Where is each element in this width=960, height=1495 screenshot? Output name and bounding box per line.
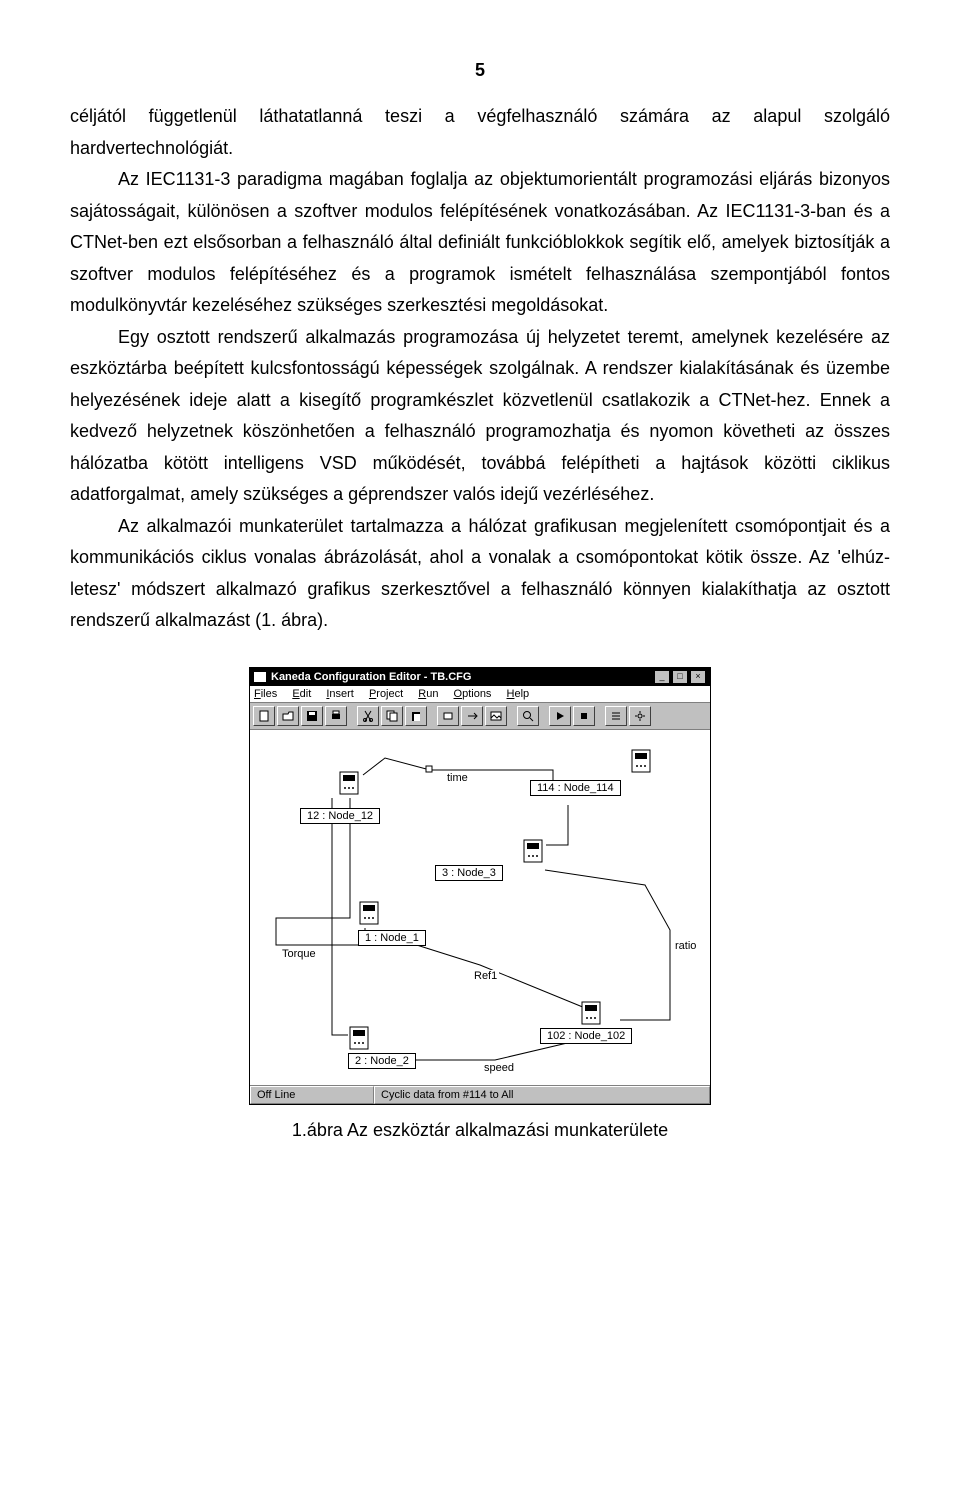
app-window: Kaneda Configuration Editor - TB.CFG _ □…: [249, 667, 711, 1105]
toolbar: [250, 703, 710, 730]
menubar: Files Edit Insert Project Run Options He…: [250, 686, 710, 703]
node-1-icon[interactable]: [358, 900, 380, 926]
link-torque: Torque: [280, 948, 318, 960]
tool-link-icon[interactable]: [461, 706, 483, 726]
titlebar: Kaneda Configuration Editor - TB.CFG _ □…: [250, 668, 710, 686]
page-number: 5: [70, 60, 890, 81]
node-114-label[interactable]: 114 : Node_114: [530, 780, 621, 796]
status-right: Cyclic data from #114 to All: [374, 1086, 710, 1104]
paragraph-2: Az IEC1131-3 paradigma magában foglalja …: [70, 164, 890, 322]
tool-run-icon[interactable]: [549, 706, 571, 726]
app-icon: [254, 672, 266, 682]
tool-zoom-icon[interactable]: [517, 706, 539, 726]
statusbar: Off Line Cyclic data from #114 to All: [250, 1085, 710, 1104]
figure-caption: 1.ábra Az eszköztár alkalmazási munkater…: [70, 1120, 890, 1141]
canvas[interactable]: 114 : Node_114 12 : Node_12 3 : Node_3 1…: [250, 730, 710, 1085]
minimize-button[interactable]: _: [654, 670, 670, 684]
node-3-icon[interactable]: [522, 838, 544, 864]
tool-open-icon[interactable]: [277, 706, 299, 726]
node-2-icon[interactable]: [348, 1025, 370, 1051]
paragraph-3: Egy osztott rendszerű alkalmazás program…: [70, 322, 890, 511]
tool-paste-icon[interactable]: [405, 706, 427, 726]
node-1-label[interactable]: 1 : Node_1: [358, 930, 426, 946]
menu-options[interactable]: Options: [454, 688, 492, 700]
menu-files[interactable]: Files: [254, 688, 277, 700]
menu-help[interactable]: Help: [507, 688, 530, 700]
tool-new-icon[interactable]: [253, 706, 275, 726]
paragraph-4: Az alkalmazói munkaterület tartalmazza a…: [70, 511, 890, 637]
node-2-label[interactable]: 2 : Node_2: [348, 1053, 416, 1069]
menu-edit[interactable]: Edit: [292, 688, 311, 700]
node-102-label[interactable]: 102 : Node_102: [540, 1028, 632, 1044]
tool-print-icon[interactable]: [325, 706, 347, 726]
tool-stop-icon[interactable]: [573, 706, 595, 726]
figure: Kaneda Configuration Editor - TB.CFG _ □…: [70, 667, 890, 1141]
menu-run[interactable]: Run: [418, 688, 438, 700]
node-3-label[interactable]: 3 : Node_3: [435, 865, 503, 881]
node-12-label[interactable]: 12 : Node_12: [300, 808, 380, 824]
tool-copy-icon[interactable]: [381, 706, 403, 726]
link-time: time: [445, 772, 470, 784]
tool-node-icon[interactable]: [437, 706, 459, 726]
node-12-icon[interactable]: [338, 770, 360, 796]
body-text: céljától függetlenül láthatatlanná teszi…: [70, 101, 890, 637]
status-left: Off Line: [250, 1086, 374, 1104]
link-speed: speed: [482, 1062, 516, 1074]
tool-image-icon[interactable]: [485, 706, 507, 726]
link-ref1: Ref1: [472, 970, 499, 982]
menu-insert[interactable]: Insert: [326, 688, 354, 700]
tool-save-icon[interactable]: [301, 706, 323, 726]
close-button[interactable]: ×: [690, 670, 706, 684]
menu-project[interactable]: Project: [369, 688, 403, 700]
node-102-icon[interactable]: [580, 1000, 602, 1026]
window-title: Kaneda Configuration Editor - TB.CFG: [271, 671, 471, 683]
paragraph-1: céljától függetlenül láthatatlanná teszi…: [70, 101, 890, 164]
node-114-icon[interactable]: [630, 748, 652, 774]
tool-config-icon[interactable]: [605, 706, 627, 726]
maximize-button[interactable]: □: [672, 670, 688, 684]
tool-settings-icon[interactable]: [629, 706, 651, 726]
tool-cut-icon[interactable]: [357, 706, 379, 726]
link-ratio: ratio: [673, 940, 698, 952]
